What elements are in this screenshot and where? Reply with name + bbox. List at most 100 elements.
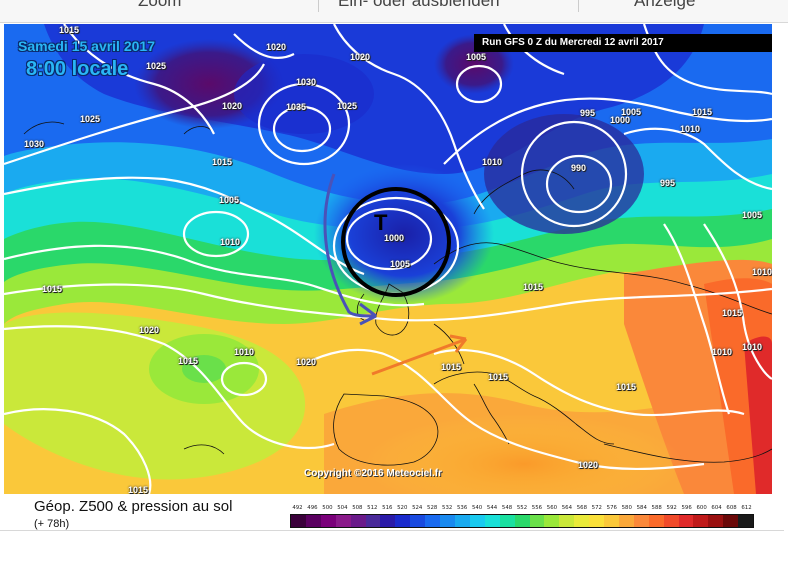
isobar-label: 1010: [220, 237, 241, 247]
scale-label: 504: [337, 505, 348, 511]
scale-label: 500: [322, 505, 333, 511]
toolbar-separator: [578, 0, 579, 12]
scale-swatch: [663, 515, 679, 527]
scale-swatch: [410, 515, 426, 527]
scale-swatch: [708, 515, 724, 527]
scale-swatch: [291, 515, 306, 527]
scale-swatch: [454, 515, 470, 527]
isobar-label: 1015: [212, 157, 233, 167]
isobar-label: 1015: [128, 485, 149, 494]
scale-swatch: [723, 515, 739, 527]
forecast-time: 8:00 locale: [26, 58, 129, 80]
scale-label: 600: [696, 505, 707, 511]
scale-label: 572: [591, 505, 602, 511]
isobar-label: 1015: [523, 282, 544, 292]
isobar-label: 1015: [722, 308, 743, 318]
weather-map: T 1015 1025 1030 1025 1020 1030 1035 102…: [4, 24, 772, 494]
isobar-label: 1020: [139, 325, 160, 335]
scale-label: 564: [561, 505, 573, 511]
scale-label: 608: [726, 505, 737, 511]
scale-swatch: [648, 515, 664, 527]
scale-label: 532: [442, 505, 453, 511]
isobar-label: 1020: [578, 460, 599, 470]
display-button[interactable]: Anzeige: [634, 0, 696, 10]
isobar-label: 1010: [234, 347, 255, 357]
low-pressure-circle: [341, 187, 451, 297]
scale-swatch: [320, 515, 336, 527]
scale-swatch: [529, 515, 545, 527]
isobar-label: 1020: [266, 42, 287, 52]
scale-label: 492: [292, 505, 303, 511]
isobar-label: 1005: [390, 259, 411, 269]
scale-label: 580: [621, 505, 632, 511]
scale-swatch: [425, 515, 441, 527]
isobar-label: 1025: [146, 61, 167, 71]
isobar-label: 1010: [482, 157, 503, 167]
isobar-label: 1015: [441, 362, 462, 372]
run-banner: Run GFS 0 Z du Mercredi 12 avril 2017: [474, 34, 772, 52]
scale-swatch: [738, 515, 754, 527]
scale-label: 548: [501, 505, 513, 511]
isobar-label: 1010: [712, 347, 733, 357]
scale-swatch: [693, 515, 709, 527]
scale-label: 592: [666, 505, 677, 511]
copyright-notice: Copyright ©2016 Meteociel.fr: [304, 468, 442, 479]
scale-swatch: [678, 515, 694, 527]
scale-label: 536: [456, 505, 468, 511]
zoom-button[interactable]: Zoom: [138, 0, 182, 10]
scale-swatch: [440, 515, 455, 527]
scale-label: 524: [412, 505, 423, 511]
isobar-label: 995: [660, 178, 676, 188]
isobar-label: 1005: [466, 52, 487, 62]
divider: [0, 530, 784, 531]
scale-label: 496: [307, 505, 318, 511]
isobar-label: 1015: [59, 25, 80, 35]
scale-label: 540: [471, 505, 483, 511]
scale-swatch: [499, 515, 515, 527]
scale-label: 568: [576, 505, 588, 511]
scale-label: 516: [382, 505, 393, 511]
scale-swatch: [469, 515, 485, 527]
scale-swatch: [589, 515, 605, 527]
isobar-label: 1020: [296, 357, 317, 367]
scale-label: 588: [651, 505, 662, 511]
scale-swatch: [633, 515, 649, 527]
isobar-label: 1000: [384, 233, 405, 243]
isobar-label: 1010: [752, 267, 772, 277]
toggle-visibility-button[interactable]: Ein- oder ausblenden: [338, 0, 500, 10]
isobar-label: 1025: [337, 101, 358, 111]
scale-label: 508: [352, 505, 363, 511]
blue-trajectory-arrow: [323, 173, 377, 326]
isobar-label: 990: [571, 163, 587, 173]
scale-label: 604: [711, 505, 722, 511]
isobars: [4, 24, 772, 494]
isobar-label: 1025: [80, 114, 101, 124]
isobar-label: 1010: [680, 124, 701, 134]
isobar-label: 1015: [178, 356, 199, 366]
scale-swatch: [305, 515, 321, 527]
isobar-label: 1020: [222, 101, 243, 111]
isobar-label: 1015: [42, 284, 63, 294]
isobar-label: 1035: [286, 102, 307, 112]
scale-label: 576: [606, 505, 617, 511]
legend-subtitle: (+ 78h): [34, 518, 70, 530]
low-marker: T: [374, 210, 388, 235]
scale-label: 552: [516, 505, 528, 511]
scale-swatch: [604, 515, 619, 527]
scale-swatch: [365, 515, 381, 527]
scale-swatch: [350, 515, 366, 527]
isobar-label: 1005: [621, 107, 642, 117]
scale-label: 556: [531, 505, 543, 511]
scale-label: 596: [681, 505, 692, 511]
scale-label: 560: [546, 505, 558, 511]
isobar-label: 1020: [350, 52, 371, 62]
toolbar-separator: [318, 0, 319, 12]
isobar-label: 1010: [742, 342, 763, 352]
legend-panel: Géop. Z500 & pression au sol (+ 78h) 492…: [0, 495, 788, 575]
scale-label: 520: [397, 505, 408, 511]
scale-label: 512: [367, 505, 378, 511]
scale-swatch: [514, 515, 530, 527]
scale-swatch: [395, 515, 411, 527]
scale-swatch: [559, 515, 575, 527]
scale-swatch: [574, 515, 590, 527]
